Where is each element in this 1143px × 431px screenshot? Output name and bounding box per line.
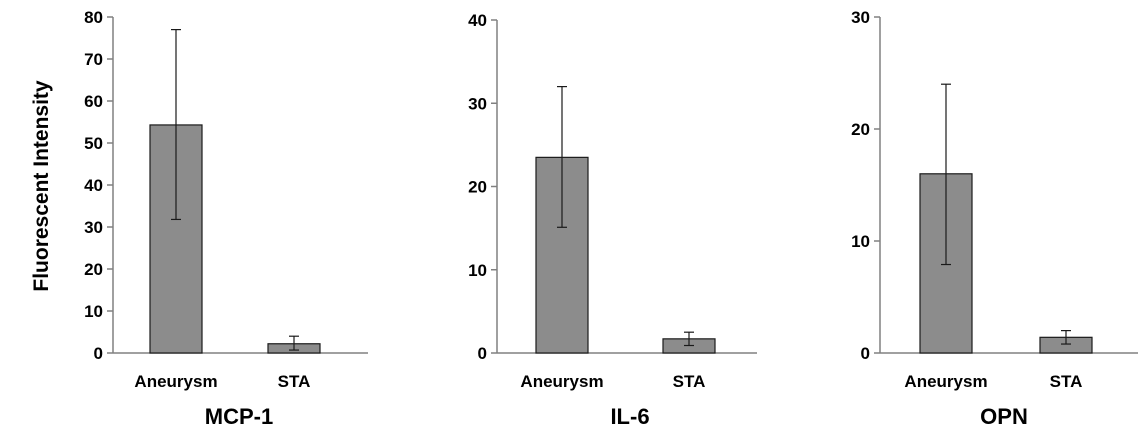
category-label: STA [673, 372, 706, 391]
y-tick-label: 40 [84, 176, 103, 195]
y-tick-label: 40 [468, 11, 487, 30]
chart-panels: 0 10 20 30 40 50 60 70 80 Aneurysm STA MCP-1 0 10 20 30… [84, 8, 1138, 429]
y-tick-label: 20 [84, 260, 103, 279]
panel-title: OPN [980, 404, 1028, 429]
panel-title: IL-6 [610, 404, 649, 429]
y-tick-label: 50 [84, 134, 103, 153]
chart-panel-2: 0 10 20 30 40 Aneurysm STA IL-6 [468, 11, 757, 429]
category-label: STA [1050, 372, 1083, 391]
y-tick-label: 20 [468, 178, 487, 197]
y-tick-label: 60 [84, 92, 103, 111]
y-tick-label: 30 [468, 94, 487, 113]
y-tick-label: 10 [851, 232, 870, 251]
chart-panel-1: 0 10 20 30 40 50 60 70 80 Aneurysm STA MCP-1 [84, 8, 368, 429]
category-label: Aneurysm [520, 372, 603, 391]
category-label: Aneurysm [134, 372, 217, 391]
y-tick-label: 0 [861, 344, 870, 363]
y-tick-label: 30 [851, 8, 870, 27]
category-label: Aneurysm [904, 372, 987, 391]
y-tick-label: 80 [84, 8, 103, 27]
y-tick-label: 20 [851, 120, 870, 139]
y-tick-label: 70 [84, 50, 103, 69]
y-tick-label: 0 [478, 344, 487, 363]
category-label: STA [278, 372, 311, 391]
y-tick-label: 10 [468, 261, 487, 280]
panel-title: MCP-1 [205, 404, 273, 429]
y-tick-label: 0 [94, 344, 103, 363]
y-axis-label: Fluorescent Intensity [30, 80, 53, 292]
y-tick-label: 30 [84, 218, 103, 237]
chart-panel-3: 0 10 20 30 Aneurysm STA OPN [851, 8, 1138, 429]
y-tick-label: 10 [84, 302, 103, 321]
